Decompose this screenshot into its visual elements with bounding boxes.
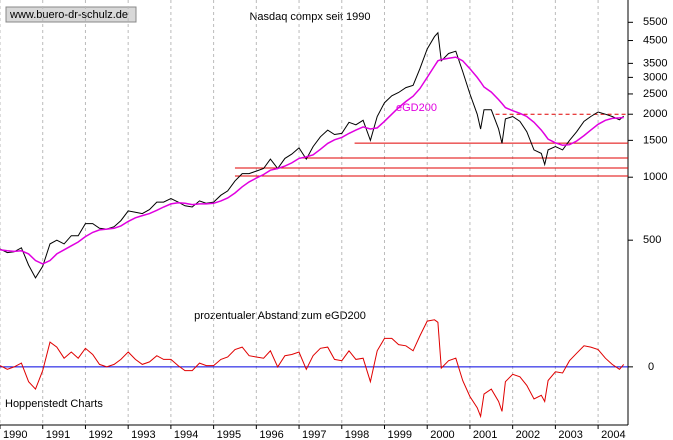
y-tick-label: 1000 [643, 171, 667, 183]
footer-label: Hoppenstedt Charts [5, 398, 103, 410]
y-tick-label: 5500 [643, 16, 667, 28]
chart-title: Nasdaq compx seit 1990 [249, 11, 370, 23]
y-tick-label: 1500 [643, 134, 667, 146]
source-label: www.buero-dr-schulz.de [9, 9, 128, 21]
x-tick-label: 1995 [217, 429, 241, 440]
y-tick-label: 500 [643, 234, 661, 246]
x-tick-label: 1998 [345, 429, 369, 440]
y-tick-label: 3000 [643, 71, 667, 83]
x-tick-label: 1994 [174, 429, 198, 440]
x-tick-label: 2002 [516, 429, 540, 440]
x-tick-label: 1996 [259, 429, 283, 440]
x-tick-label: 2004 [601, 429, 625, 440]
x-tick-label: 2000 [430, 429, 454, 440]
y-tick-label: 2500 [643, 88, 667, 100]
x-tick-label: 1991 [46, 429, 70, 440]
x-tick-label: 1993 [131, 429, 155, 440]
y-tick-label: 3500 [643, 57, 667, 69]
x-tick-label: 1992 [88, 429, 112, 440]
x-tick-label: 2001 [473, 429, 497, 440]
x-tick-label: 1999 [387, 429, 411, 440]
x-tick-label: 2003 [558, 429, 582, 440]
x-tick-label: 1997 [302, 429, 326, 440]
y-tick-label: 2000 [643, 108, 667, 120]
series-line [0, 319, 625, 419]
x-tick-label: 1990 [3, 429, 27, 440]
y-tick-label: 0 [648, 361, 654, 373]
y-tick-label: 4500 [643, 34, 667, 46]
source-box [5, 6, 137, 23]
series-line [0, 56, 624, 265]
subchart-title: prozentualer Abstand zum eGD200 [194, 310, 366, 322]
